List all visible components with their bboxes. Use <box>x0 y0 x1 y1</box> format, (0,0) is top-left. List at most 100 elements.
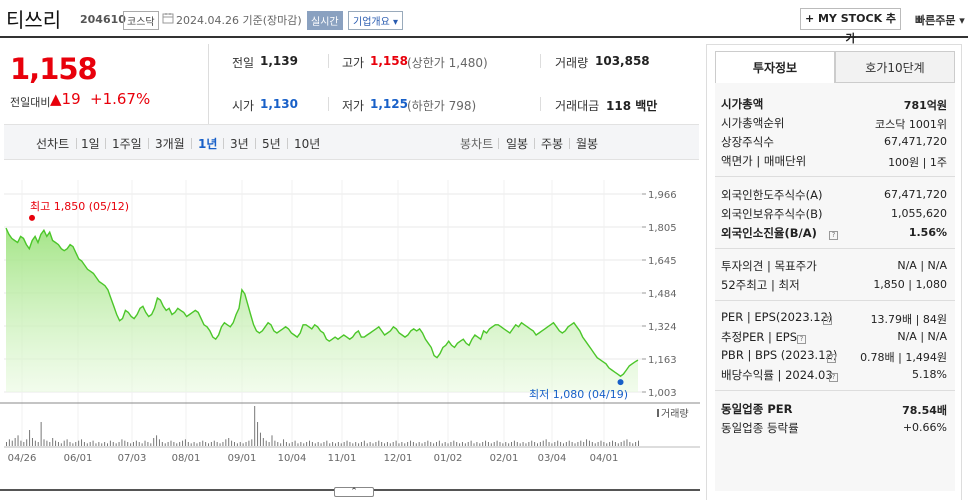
amount-label: 거래대금 <box>555 99 600 113</box>
realtime-badge[interactable]: 실시간 <box>307 11 343 30</box>
volume-bar <box>337 442 339 446</box>
separator <box>715 176 955 177</box>
info-icon[interactable]: ? <box>797 329 806 348</box>
tab-3y[interactable]: 3년 <box>230 137 249 151</box>
volume-bar <box>459 443 461 446</box>
volume-bar <box>314 443 316 446</box>
pbr-value: 0.78배 | 1,494원 <box>860 351 947 364</box>
volume-bar <box>17 435 19 446</box>
foreign-limit-value: 67,471,720 <box>884 188 947 201</box>
tab-hoga[interactable]: 호가10단계 <box>835 51 955 83</box>
volume-bar <box>29 430 31 446</box>
volume-bar <box>502 443 504 446</box>
volume-bar <box>623 440 625 446</box>
y-tick-label: 1,805 <box>648 223 677 234</box>
volume-bar <box>360 442 362 446</box>
tab-10y[interactable]: 10년 <box>294 137 321 151</box>
tab-1y[interactable]: 1년 <box>198 137 218 151</box>
divider <box>328 54 329 68</box>
volume-bar <box>574 443 576 446</box>
add-mystock-button[interactable]: + MY STOCK 추가 <box>800 8 901 45</box>
investment-info-panel: 투자정보 호가10단계 시가총액 781억원 시가총액순위 코스닥 1001위 … <box>706 44 962 500</box>
volume-bar <box>580 440 582 446</box>
tab-5y[interactable]: 5년 <box>262 137 281 151</box>
volume-bar <box>170 440 172 446</box>
volume-bar <box>340 443 342 446</box>
per-value: 13.79배 | 84원 <box>870 313 947 326</box>
volume-bar <box>92 440 94 446</box>
volume-bar <box>118 442 120 446</box>
volume-bar <box>173 442 175 446</box>
collapse-toggle-icon[interactable]: ⌃ <box>334 487 374 497</box>
volume-bar <box>66 439 68 446</box>
volume-bar <box>6 442 7 446</box>
divider <box>208 44 209 124</box>
foreign-hold-label: 외국인보유주식수(B) <box>721 207 823 221</box>
opinion-value: N/A | N/A <box>897 259 947 272</box>
quick-order-button[interactable]: 빠른주문 ▾ <box>915 14 965 27</box>
volume-bar <box>98 442 100 446</box>
info-icon[interactable]: ? <box>829 367 838 386</box>
volume-bar <box>476 442 478 446</box>
tab-3m[interactable]: 3개월 <box>155 137 185 151</box>
change-label: 전일대비 <box>10 96 51 109</box>
volume-bar <box>40 422 42 446</box>
volume-bar <box>444 442 446 446</box>
info-icon[interactable]: ? <box>823 310 832 329</box>
tab-invest-info[interactable]: 투자정보 <box>715 51 835 83</box>
volume-bar <box>638 440 639 446</box>
tab-monthly[interactable]: 월봉 <box>576 137 599 151</box>
tab-1d[interactable]: 1일 <box>81 137 100 151</box>
candle-chart-label: 봉차트 <box>460 137 494 151</box>
info-icon[interactable]: ? <box>827 348 836 367</box>
volume-bar <box>228 438 230 446</box>
volume-bar <box>496 440 498 446</box>
volume-bar <box>89 442 91 446</box>
industry-per-label[interactable]: 동일업종 PER <box>721 402 793 416</box>
divider <box>191 138 192 149</box>
tab-daily[interactable]: 일봉 <box>506 137 529 151</box>
volume-bar <box>187 442 189 446</box>
low-marker <box>617 379 624 386</box>
volume-bar <box>144 440 146 446</box>
volume-bar <box>479 443 481 446</box>
divider <box>223 138 224 149</box>
divider <box>76 138 77 149</box>
info-icon[interactable]: ? <box>829 225 838 244</box>
volume-bar <box>202 440 204 446</box>
volume-bar <box>210 442 212 446</box>
company-info-button[interactable]: 기업개요 ▾ <box>348 11 403 30</box>
volume-bar <box>236 443 238 446</box>
tab-1w[interactable]: 1주일 <box>112 137 142 151</box>
volume-bar <box>562 443 564 446</box>
x-tick-label: 04/26 <box>8 453 37 464</box>
volume-bar <box>104 442 106 446</box>
volume-bar <box>164 443 166 446</box>
opinion-label: 투자의견 | 목표주가 <box>721 259 817 273</box>
industry-change-label[interactable]: 동일업종 등락률 <box>721 421 799 435</box>
volume-bar <box>300 442 302 446</box>
price-chart[interactable]: 1,966 1,805 1,645 1,484 1,324 1,163 1,003 최고 1… <box>0 160 700 500</box>
line-chart-tab[interactable]: 선차트 <box>36 137 70 151</box>
est-per-value: N/A | N/A <box>897 330 947 343</box>
volume-bar <box>438 440 440 446</box>
volume-bar <box>536 443 538 446</box>
volume-legend-mark <box>657 409 659 417</box>
y-tick-label: 1,163 <box>648 355 677 366</box>
divider <box>534 138 535 149</box>
volume-bar <box>153 438 155 446</box>
volume-bar <box>190 443 192 446</box>
x-tick-label: 12/01 <box>384 453 413 464</box>
volume-bar <box>31 438 33 446</box>
change-percent: +1.67% <box>90 90 151 108</box>
volume-bar <box>141 443 143 446</box>
volume-bar <box>369 442 371 446</box>
cap-rank-label[interactable]: 시가총액순위 <box>721 116 785 130</box>
volume-bar <box>63 440 65 446</box>
volume-bar <box>513 440 515 446</box>
divider <box>148 138 149 149</box>
foreign-rate-label: 외국인소진율(B/A) <box>721 226 817 240</box>
info-body <box>715 83 955 491</box>
tab-weekly[interactable]: 주봉 <box>541 137 564 151</box>
volume-bar <box>401 442 403 446</box>
